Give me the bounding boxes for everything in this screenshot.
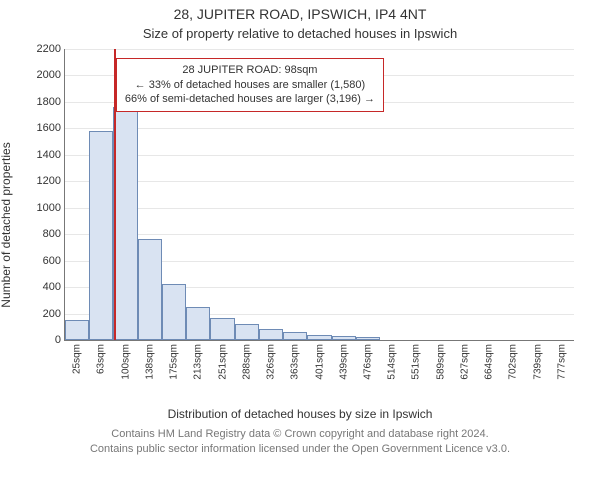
- y-tick-label: 400: [43, 281, 65, 293]
- x-tick-label: 627sqm: [459, 344, 470, 380]
- y-tick-label: 1600: [37, 122, 65, 134]
- x-tick-label: 251sqm: [217, 344, 228, 380]
- x-tick-label: 326sqm: [266, 344, 277, 380]
- y-tick-label: 1400: [37, 149, 65, 161]
- gridline: [65, 208, 574, 209]
- y-tick-label: 800: [43, 228, 65, 240]
- bar: [332, 336, 356, 340]
- y-axis-label: Number of detached properties: [0, 142, 13, 307]
- annotation-box: 28 JUPITER ROAD: 98sqm← 33% of detached …: [116, 58, 384, 113]
- x-tick-label: 439sqm: [338, 344, 349, 380]
- chart-card: 28, JUPITER ROAD, IPSWICH, IP4 4NT Size …: [0, 0, 600, 500]
- bar: [162, 284, 186, 340]
- y-tick-label: 2200: [37, 43, 65, 55]
- y-tick-label: 600: [43, 255, 65, 267]
- bar: [65, 320, 89, 340]
- x-tick-label: 213sqm: [193, 344, 204, 380]
- x-tick-label: 514sqm: [387, 344, 398, 380]
- x-tick-label: 63sqm: [96, 344, 107, 374]
- y-tick-label: 200: [43, 308, 65, 320]
- copyright-block: Contains HM Land Registry data © Crown c…: [0, 427, 600, 457]
- x-tick-label: 702sqm: [508, 344, 519, 380]
- titles-block: 28, JUPITER ROAD, IPSWICH, IP4 4NT Size …: [0, 0, 600, 45]
- x-tick-label: 138sqm: [144, 344, 155, 380]
- x-tick-label: 777sqm: [556, 344, 567, 380]
- bar: [259, 329, 283, 340]
- bar: [89, 131, 113, 340]
- gridline: [65, 234, 574, 235]
- x-tick-label: 100sqm: [120, 344, 131, 380]
- bar: [283, 332, 307, 340]
- x-tick-label: 476sqm: [362, 344, 373, 380]
- x-tick-label: 175sqm: [169, 344, 180, 380]
- bar: [113, 107, 137, 340]
- bar: [307, 335, 331, 340]
- x-tick-label: 664sqm: [484, 344, 495, 380]
- x-tick-label: 739sqm: [532, 344, 543, 380]
- x-tick-label: 589sqm: [435, 344, 446, 380]
- bar: [235, 324, 259, 340]
- y-tick-label: 1800: [37, 96, 65, 108]
- title-main: 28, JUPITER ROAD, IPSWICH, IP4 4NT: [0, 0, 600, 22]
- y-tick-label: 2000: [37, 69, 65, 81]
- title-sub: Size of property relative to detached ho…: [0, 22, 600, 45]
- gridline: [65, 49, 574, 50]
- gridline: [65, 128, 574, 129]
- bar: [210, 318, 234, 340]
- copyright-line-2: Contains public sector information licen…: [0, 442, 600, 457]
- x-tick-label: 25sqm: [72, 344, 83, 374]
- x-tick-label: 401sqm: [314, 344, 325, 380]
- x-tick-label: 363sqm: [290, 344, 301, 380]
- annotation-line-3: 66% of semi-detached houses are larger (…: [125, 92, 375, 107]
- annotation-line-1: 28 JUPITER ROAD: 98sqm: [125, 63, 375, 78]
- x-axis-label: Distribution of detached houses by size …: [0, 407, 600, 421]
- annotation-line-2: ← 33% of detached houses are smaller (1,…: [125, 78, 375, 93]
- plot-area: 0200400600800100012001400160018002000220…: [64, 49, 574, 341]
- y-tick-label: 1200: [37, 175, 65, 187]
- bar: [356, 337, 380, 340]
- copyright-line-1: Contains HM Land Registry data © Crown c…: [0, 427, 600, 442]
- y-tick-label: 1000: [37, 202, 65, 214]
- x-tick-label: 551sqm: [411, 344, 422, 380]
- gridline: [65, 181, 574, 182]
- bar: [186, 307, 210, 340]
- x-tick-label: 288sqm: [241, 344, 252, 380]
- gridline: [65, 155, 574, 156]
- bar: [138, 239, 162, 340]
- y-tick-label: 0: [55, 334, 65, 346]
- chart-area: Number of detached properties 0200400600…: [20, 45, 580, 405]
